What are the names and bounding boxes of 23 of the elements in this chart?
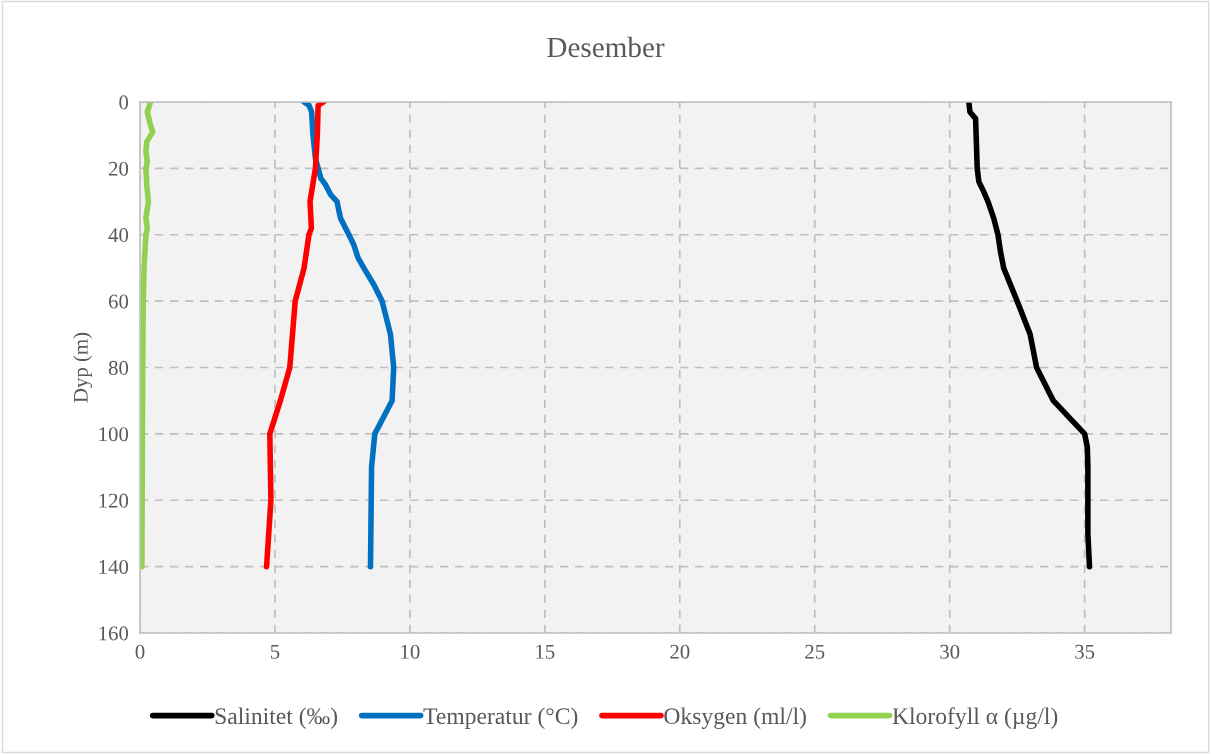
x-tick-label: 5 xyxy=(270,644,280,659)
y-tick-label: 40 xyxy=(108,228,129,243)
y-tick-label: 0 xyxy=(119,95,129,110)
x-tick-label: 25 xyxy=(805,644,825,659)
x-tick-label: 15 xyxy=(536,644,555,659)
legend-label: Salinitet (‰) xyxy=(215,707,338,729)
x-tick-label: 10 xyxy=(401,644,420,659)
x-tick-label: 30 xyxy=(940,644,960,659)
chart-title: Desember xyxy=(547,36,665,58)
x-tick-label: 35 xyxy=(1075,644,1095,659)
y-axis-title: Dyp (m) xyxy=(73,332,93,403)
x-tick-label: 20 xyxy=(670,644,690,659)
y-tick-label: 20 xyxy=(108,161,129,176)
y-tick-label: 140 xyxy=(99,560,129,575)
x-tick-label: 0 xyxy=(135,644,145,659)
y-tick-label: 120 xyxy=(99,493,129,508)
legend-label: Oksygen (ml/l) xyxy=(664,707,806,729)
legend-label: Temperatur (°C) xyxy=(423,707,578,729)
y-tick-label: 100 xyxy=(99,427,129,442)
legend-label: Klorofyll α (µg/l) xyxy=(892,707,1058,729)
y-tick-label: 60 xyxy=(108,294,129,309)
y-tick-label: 160 xyxy=(99,626,129,641)
y-tick-label: 80 xyxy=(108,360,129,375)
